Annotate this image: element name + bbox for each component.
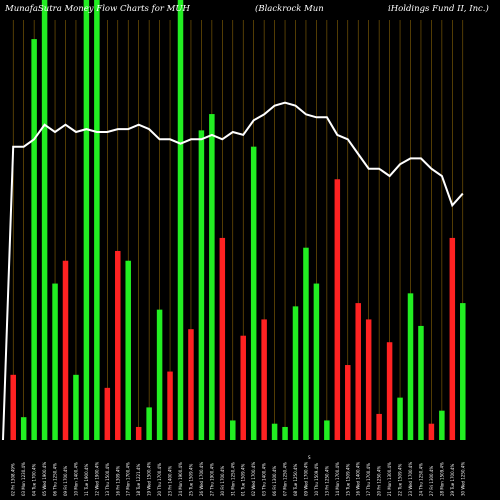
volume-bar — [313, 283, 320, 440]
volume-bar — [188, 329, 194, 440]
volume-bar — [230, 420, 236, 440]
x-tick-label: 04 Tue 1700.4% — [32, 464, 37, 496]
volume-bar — [135, 426, 142, 440]
x-tick-label: 16 Wed 1400.4% — [356, 462, 361, 496]
x-tick-label: 15 Tue 1509.4% — [345, 464, 350, 496]
volume-bar — [365, 319, 372, 440]
volume-bar — [376, 413, 382, 440]
x-tick-label: 20 Fri 1250.4% — [377, 466, 382, 496]
volume-bar — [428, 423, 435, 440]
volume-bar — [209, 114, 215, 441]
volume-bar — [115, 250, 121, 440]
chart-title-part-2: (Blackrock Mun — [255, 3, 324, 14]
volume-bar — [146, 407, 152, 440]
volume-bar — [177, 0, 184, 440]
x-tick-label: 12 Wed 1900.4% — [94, 462, 99, 496]
volume-bar — [94, 0, 100, 440]
volume-bar — [104, 387, 111, 440]
x-tick-label: 07 Mon 1250.4% — [283, 462, 288, 496]
volume-bar — [418, 325, 424, 440]
x-tick-labels: 02 Fri 1308.49% 03 Mon 1230.4% 04 Tue 1700… — [11, 462, 466, 496]
volume-bar — [334, 179, 341, 440]
volume-bar — [386, 342, 393, 440]
volume-bar — [219, 237, 226, 440]
volume-bar — [20, 417, 27, 440]
x-tick-label: 10 Thu 1509.4% — [314, 463, 319, 496]
x-tick-label: 17 Mon 1700.4% — [126, 462, 131, 496]
volume-bar — [52, 283, 58, 440]
volume-bar — [31, 39, 37, 440]
x-tick-label: 09 Fri 1700.4% — [63, 466, 68, 496]
x-tick-label: 30 Fri 1700.4% — [220, 466, 225, 496]
volume-bar — [282, 426, 288, 440]
x-tick-label: 06 Fri 1300.4% — [272, 466, 277, 496]
volume-bar — [167, 371, 173, 440]
volume-bar — [62, 260, 69, 440]
price-line-path — [2, 101, 464, 441]
x-tick-label: 29 Tue 1700.4% — [450, 464, 455, 496]
volume-bar — [73, 374, 79, 440]
volume-bar — [407, 293, 414, 440]
volume-bar — [198, 130, 205, 441]
x-tick-label: 13 Fri 1250.4% — [324, 466, 329, 496]
x-tick-label: 27 Thu 1900.4% — [209, 463, 214, 496]
volume-bar — [271, 423, 278, 440]
x-tick-label: 20 Thu 1700.4% — [157, 463, 162, 496]
x-tick-label: 13 Thu 1500.4% — [105, 463, 110, 496]
x-tick-label: 10 Mon 1400.4% — [73, 462, 78, 496]
x-tick-label: 02 Fri 1308.49% — [11, 463, 16, 496]
x-tick-label: 21 Mon 1300.4% — [387, 462, 392, 496]
volume-bar — [240, 335, 246, 440]
x-tick-label: 28 Mon 1509.4% — [439, 462, 444, 496]
volume-bar — [250, 146, 257, 440]
x-tick-label: 24 Thu 1250.4% — [418, 463, 423, 496]
x-tick-label: 05 Wed 1900.4% — [42, 462, 47, 496]
volume-bars — [10, 0, 466, 441]
chart-title-part-1: MunafaSutra Money Flow Charts for MUH — [4, 4, 191, 14]
volume-bar — [397, 397, 403, 440]
x-tick-label: 03 Thu 1400.4% — [262, 463, 267, 496]
volume-bar — [83, 0, 90, 440]
volume-bar — [10, 374, 16, 440]
x-tick-label: 23 Wed 1700.4% — [408, 462, 413, 496]
x-tick-label: 25 Tue 1509.4% — [188, 464, 193, 496]
volume-bar — [303, 247, 309, 440]
volume-bar — [292, 306, 299, 440]
chart-title-part-3: iHoldings Fund II, Inc.) — [388, 3, 489, 14]
x-tick-label: 27 Fri 1300.4% — [429, 466, 434, 496]
x-tick-label: 11 Tue 1900.4% — [84, 464, 89, 496]
volume-bar — [125, 260, 131, 440]
x-tick-label: 17 Thu 1700.4% — [366, 463, 371, 496]
volume-bar — [449, 237, 456, 440]
x-tick-label: 06 Thu 1250.4% — [53, 463, 58, 496]
x-tick-label: 09 Wed 1700.4% — [303, 462, 308, 496]
price-line — [2, 101, 464, 441]
x-tick-label: 23 Fri 1400.4% — [168, 466, 173, 496]
volume-bar — [345, 365, 351, 440]
x-tick-label: 30 Wed 1250.4% — [460, 462, 465, 496]
volume-bar — [460, 303, 466, 440]
x-tick-label: 26 Wed 1700.4% — [199, 462, 204, 496]
volume-bar — [41, 0, 48, 440]
volume-bar — [261, 319, 267, 440]
x-tick-label: 14 Mon 1700.4% — [335, 462, 340, 496]
volume-bar — [355, 303, 361, 440]
volume-bar — [439, 410, 445, 440]
x-tick-label: 16 Fri 1309.4% — [115, 466, 120, 496]
x-tick-label: 01 Tue 1509.4% — [241, 464, 246, 496]
axis-marker: S — [308, 455, 311, 460]
x-tick-label: 19 Wed 1500.4% — [147, 462, 152, 496]
volume-bar — [156, 309, 163, 440]
x-tick-label: 22 Tue 1509.4% — [398, 464, 403, 496]
grid-lines — [12, 20, 464, 440]
x-tick-label: 02 Wed 1700.4% — [251, 462, 256, 496]
x-tick-label: 24 Mon 1900.4% — [178, 462, 183, 496]
x-tick-label: 03 Mon 1230.4% — [21, 462, 26, 496]
volume-bar — [324, 420, 330, 440]
x-tick-label: 31 Mon 1250.4% — [230, 462, 235, 496]
x-tick-label: 08 Tue 1250.4% — [293, 464, 298, 496]
x-tick-label: 18 Tue 1221.4% — [136, 464, 141, 496]
